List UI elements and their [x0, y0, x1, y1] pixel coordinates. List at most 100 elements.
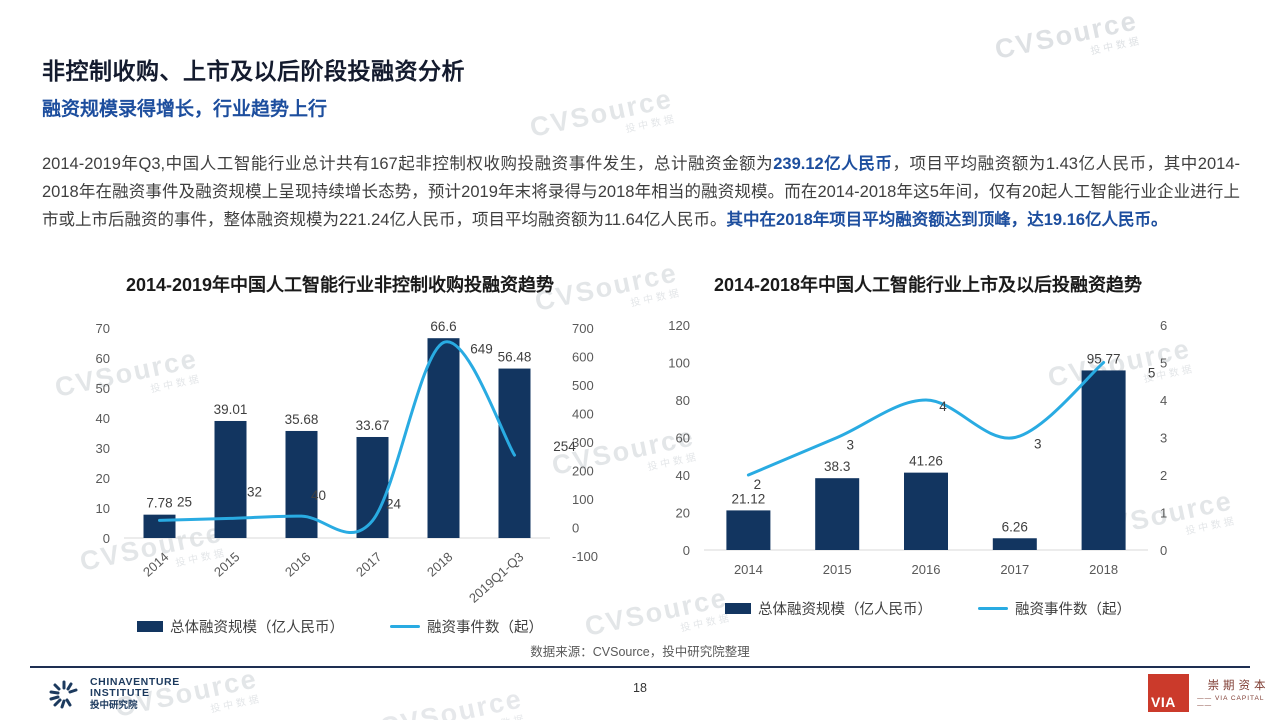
svg-text:500: 500	[572, 378, 594, 393]
svg-text:35.68: 35.68	[285, 412, 319, 427]
svg-text:40: 40	[311, 488, 326, 503]
svg-text:3: 3	[1034, 437, 1042, 452]
svg-text:2014: 2014	[734, 562, 763, 577]
svg-text:300: 300	[572, 435, 594, 450]
svg-text:2: 2	[1160, 468, 1167, 483]
legend-label: 总体融资规模（亿人民币）	[170, 620, 344, 636]
page-title: 非控制收购、上市及以后阶段投融资分析	[42, 58, 465, 84]
svg-text:25: 25	[177, 494, 192, 509]
chart-legend: 总体融资规模（亿人民币） 融资事件数（起）	[648, 598, 1208, 619]
footer-divider	[30, 666, 1250, 668]
svg-text:2018: 2018	[424, 549, 456, 579]
svg-text:56.48: 56.48	[498, 350, 532, 365]
chart-post-ipo: 2014-2018年中国人工智能行业上市及以后投融资趋势 120 100 80 60 4…	[648, 272, 1208, 619]
svg-text:4: 4	[939, 399, 947, 414]
body-paragraph: 2014-2019年Q3,中国人工智能行业总计共有167起非控制权收购投融资事件…	[42, 150, 1240, 234]
via-logo-text: 崇期资本 VIA CAPITAL	[1197, 677, 1280, 712]
legend-item-line: 融资事件数（起）	[978, 598, 1131, 619]
chart-legend: 总体融资规模（亿人民币） 融资事件数（起）	[60, 616, 620, 637]
paragraph-text: 2014-2019年Q3,中国人工智能行业总计共有167起非控制权收购投融资事件…	[42, 155, 774, 173]
svg-text:5: 5	[1160, 356, 1167, 371]
svg-text:7.78: 7.78	[146, 496, 172, 511]
svg-text:24: 24	[386, 497, 402, 512]
svg-text:200: 200	[572, 464, 594, 479]
svg-text:1: 1	[1160, 506, 1167, 521]
svg-text:2018: 2018	[1089, 562, 1118, 577]
svg-text:33.67: 33.67	[356, 418, 390, 433]
chinaventure-logo-icon	[49, 680, 78, 709]
svg-text:4: 4	[1160, 393, 1167, 408]
svg-text:2016: 2016	[282, 549, 314, 579]
svg-text:254: 254	[553, 439, 576, 454]
via-logo-icon: VIA	[1148, 674, 1190, 712]
chart-canvas-noncontrol: 7060504030201007006005004003002001000-10…	[96, 319, 599, 606]
svg-text:2016: 2016	[912, 562, 941, 577]
svg-text:0: 0	[1160, 543, 1167, 558]
line-swatch-icon	[978, 606, 1008, 611]
svg-text:100: 100	[572, 492, 594, 507]
legend-item-bar: 总体融资规模（亿人民币）	[137, 616, 344, 637]
svg-text:600: 600	[572, 350, 594, 365]
via-capital-logo: VIA 崇期资本 VIA CAPITAL	[1148, 674, 1280, 712]
page-number: 18	[633, 681, 647, 695]
svg-text:39.01: 39.01	[214, 402, 248, 417]
chinaventure-logo-text: CHINAVENTURE INSTITUTE 投中研究院	[90, 676, 180, 712]
svg-text:400: 400	[572, 407, 594, 422]
svg-text:2: 2	[754, 477, 762, 492]
legend-label: 融资事件数（起）	[1015, 602, 1131, 618]
svg-text:3: 3	[1160, 431, 1167, 446]
paragraph-emphasis: 其中在2018年项目平均融资额达到顶峰，达19.16亿人民币。	[726, 211, 1168, 229]
line-swatch-icon	[390, 624, 420, 629]
chart-noncontrol-acquisition: 2014-2019年中国人工智能行业非控制收购投融资趋势 70 60 50 40 30 2…	[60, 272, 620, 637]
svg-text:40: 40	[676, 468, 690, 483]
paragraph-emphasis: 239.12亿人民币	[773, 155, 893, 173]
svg-text:100: 100	[668, 356, 690, 371]
logo-line: 投中研究院	[90, 700, 138, 711]
logo-line: INSTITUTE	[90, 687, 150, 699]
svg-text:649: 649	[470, 342, 493, 357]
svg-text:700: 700	[572, 321, 594, 336]
chinaventure-logo: CHINAVENTURE INSTITUTE 投中研究院	[46, 676, 180, 712]
svg-text:2015: 2015	[211, 549, 243, 579]
svg-text:10: 10	[96, 501, 110, 516]
svg-text:95.77: 95.77	[1087, 351, 1121, 366]
svg-text:50: 50	[96, 381, 110, 396]
svg-text:38.3: 38.3	[824, 459, 850, 474]
svg-text:2019Q1-Q3: 2019Q1-Q3	[466, 549, 527, 606]
chart-title: 2014-2019年中国人工智能行业非控制收购投融资趋势	[125, 275, 555, 295]
svg-text:0: 0	[683, 543, 690, 558]
svg-text:32: 32	[247, 484, 262, 499]
bar-swatch-icon	[137, 621, 163, 632]
svg-text:2014: 2014	[140, 549, 172, 579]
svg-text:80: 80	[676, 393, 690, 408]
svg-text:6.26: 6.26	[1002, 519, 1028, 534]
svg-text:2017: 2017	[1000, 562, 1029, 577]
bar-swatch-icon	[725, 603, 751, 614]
svg-text:0: 0	[572, 521, 579, 536]
page-subtitle: 融资规模录得增长，行业趋势上行	[42, 99, 328, 120]
svg-text:60: 60	[96, 351, 110, 366]
source-note: 数据来源：CVSource，投中研究院整理	[530, 645, 750, 659]
svg-text:-100: -100	[572, 549, 598, 564]
svg-text:60: 60	[676, 431, 690, 446]
paragraph-text: ，项目平均融资额为1.43亿人民币，其中2014-2018年在融资事件及融资规模…	[42, 155, 1241, 229]
svg-text:3: 3	[846, 438, 854, 453]
legend-label: 融资事件数（起）	[427, 620, 543, 636]
svg-text:20: 20	[676, 506, 690, 521]
logo-line: 崇期资本	[1207, 680, 1270, 692]
chart-title: 2014-2018年中国人工智能行业上市及以后投融资趋势	[713, 275, 1143, 295]
svg-text:2017: 2017	[353, 549, 385, 579]
svg-text:20: 20	[96, 471, 110, 486]
logo-line: CHINAVENTURE	[90, 676, 180, 688]
svg-text:2015: 2015	[823, 562, 852, 577]
legend-item-line: 融资事件数（起）	[390, 616, 543, 637]
svg-text:41.26: 41.26	[909, 454, 943, 469]
legend-item-bar: 总体融资规模（亿人民币）	[725, 598, 932, 619]
svg-text:30: 30	[96, 441, 110, 456]
logo-line: VIA CAPITAL	[1197, 695, 1280, 709]
svg-text:40: 40	[96, 411, 110, 426]
